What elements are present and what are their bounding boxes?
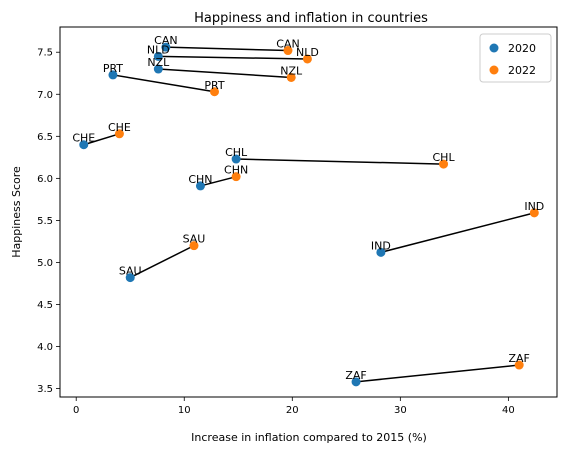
legend: 2020 2022	[479, 33, 552, 83]
y-axis-ticks: 3.5 4.0 4.5 5.0 5.5 6.0 6.5 7.0 7.5	[37, 48, 60, 395]
point-che-2022	[114, 129, 124, 139]
connector-nld	[158, 55, 308, 60]
point-label-can-2020: CAN	[154, 34, 177, 47]
y-tick-label: 4.0	[37, 342, 53, 353]
point-label-nzl-2022: NZL	[280, 64, 303, 77]
y-tick-label: 6.0	[37, 174, 53, 185]
y-tick-label: 3.5	[37, 384, 53, 395]
connector-nzl	[158, 68, 292, 79]
point-can-2022	[283, 46, 293, 56]
x-tick-label: 20	[286, 405, 299, 416]
point-label-sau-2022: SAU	[183, 233, 206, 246]
point-chl-2020	[231, 154, 241, 164]
point-nld-2022	[302, 54, 312, 64]
connector-che	[83, 133, 120, 146]
legend-label-2020: 2020	[508, 42, 536, 55]
point-label-chl-2022: CHL	[433, 151, 456, 164]
point-label-can-2022: CAN	[276, 38, 299, 51]
point-label-chl-2020: CHL	[225, 146, 248, 159]
x-tick-label: 0	[73, 405, 79, 416]
connector-zaf	[355, 364, 520, 383]
point-zaf-2022	[514, 360, 524, 370]
y-tick-label: 7.0	[37, 90, 53, 101]
y-tick-label: 4.5	[37, 300, 53, 311]
point-nzl-2020	[153, 64, 163, 74]
x-axis-ticks: 0 10 20 30 40	[73, 397, 515, 416]
point-che-2020	[79, 140, 89, 150]
point-label-zaf-2022: ZAF	[508, 352, 529, 365]
point-label-nzl-2020: NZL	[147, 56, 170, 69]
point-label-zaf-2020: ZAF	[345, 369, 366, 382]
connector-chn	[200, 175, 237, 187]
point-label-prt-2022: PRT	[204, 79, 224, 92]
point-labels: CANNLDNZLPRTCHECHLCHNINDSAUZAFCANNLDNZLP…	[72, 34, 544, 382]
connector-lines	[83, 46, 535, 383]
y-tick-label: 5.0	[37, 258, 53, 269]
point-ind-2022	[529, 208, 539, 218]
point-prt-2022	[210, 87, 220, 97]
legend-marker-2022	[489, 65, 499, 75]
point-label-che-2022: CHE	[108, 121, 131, 134]
point-label-chn-2022: CHN	[224, 164, 248, 177]
point-label-nld-2020: NLD	[147, 43, 170, 56]
connector-chl	[236, 158, 444, 165]
point-sau-2020	[125, 273, 135, 283]
x-axis-title: Increase in inflation compared to 2015 (…	[191, 431, 427, 444]
point-nld-2020	[153, 51, 163, 61]
x-tick-label: 30	[394, 405, 407, 416]
point-zaf-2020	[351, 377, 361, 387]
point-chn-2020	[195, 181, 205, 191]
point-prt-2020	[108, 70, 118, 80]
point-label-ind-2022: IND	[524, 200, 544, 213]
y-tick-label: 7.5	[37, 48, 53, 59]
y-tick-label: 5.5	[37, 216, 53, 227]
point-ind-2020	[376, 247, 386, 257]
connector-can	[165, 46, 288, 52]
connector-ind	[380, 212, 535, 254]
y-tick-label: 6.5	[37, 132, 53, 143]
y-axis-title: Happiness Score	[10, 166, 23, 258]
point-chl-2022	[439, 159, 449, 169]
x-tick-label: 10	[178, 405, 191, 416]
data-points	[79, 42, 539, 387]
point-label-sau-2020: SAU	[119, 265, 142, 278]
point-chn-2022	[231, 172, 241, 182]
connector-prt	[112, 74, 215, 93]
point-label-prt-2020: PRT	[103, 62, 123, 75]
point-label-ind-2020: IND	[371, 239, 391, 252]
x-tick-label: 40	[502, 405, 515, 416]
point-sau-2022	[189, 241, 199, 251]
point-label-chn-2020: CHN	[188, 173, 212, 186]
chart-title: Happiness and inflation in countries	[194, 11, 428, 26]
point-can-2020	[161, 42, 171, 52]
connector-sau	[129, 244, 195, 279]
point-label-nld-2022: NLD	[296, 46, 319, 59]
point-nzl-2022	[286, 72, 296, 82]
legend-marker-2020	[489, 43, 499, 53]
point-label-che-2020: CHE	[72, 132, 95, 145]
plot-frame	[59, 26, 558, 398]
legend-label-2022: 2022	[508, 64, 536, 77]
